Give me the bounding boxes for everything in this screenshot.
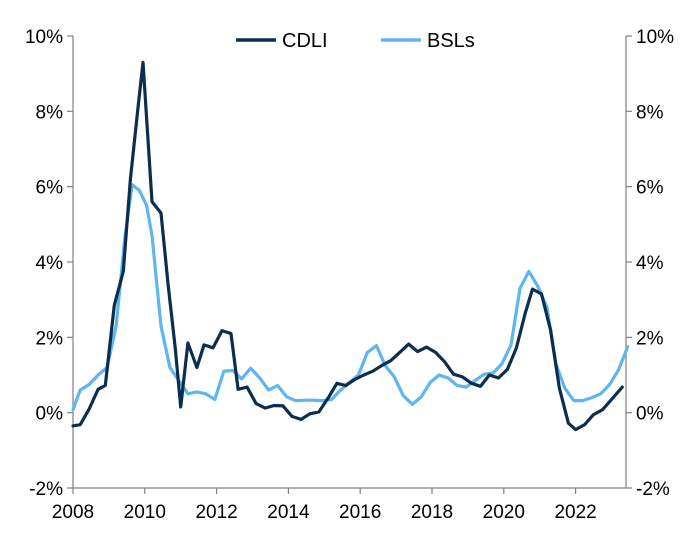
x-tick-label: 2008 (52, 502, 94, 523)
series-line-bsls (71, 183, 630, 412)
y-tick-label-left: 8% (36, 102, 64, 123)
legend-label-bsls: BSLs (427, 30, 475, 52)
x-tick-label: 2014 (267, 502, 310, 523)
series-line-cdli (71, 60, 624, 432)
y-tick-label-left: 0% (36, 404, 64, 425)
y-tick-label-left: -2% (29, 479, 63, 500)
y-tick-label-right: 2% (636, 328, 664, 349)
x-tick-label: 2022 (554, 502, 596, 523)
y-tick-label-right: 0% (636, 404, 664, 425)
x-tick-label: 2012 (195, 502, 237, 523)
y-tick-label-right: 8% (636, 102, 664, 123)
x-tick-label: 2016 (339, 502, 381, 523)
x-tick-label: 2020 (483, 502, 525, 523)
y-tick-label-right: 4% (636, 253, 664, 274)
x-tick-label: 2018 (411, 502, 453, 523)
y-tick-label-left: 10% (25, 27, 63, 48)
series-layer (71, 60, 630, 432)
y-tick-label-left: 6% (36, 178, 64, 199)
y-tick-label-right: -2% (636, 479, 670, 500)
legend-label-cdli: CDLI (282, 30, 328, 52)
x-tick-label: 2010 (124, 502, 166, 523)
axes-layer: -2% -2% 0% 0% 2% 2% 4% 4% 6% 6% 8% 8% 10% 10% 2008 2010… (25, 27, 674, 523)
y-tick-label-right: 10% (636, 27, 674, 48)
y-tick-label-right: 6% (636, 178, 664, 199)
legend: CDLI BSLs (236, 30, 475, 52)
y-tick-label-left: 2% (36, 328, 64, 349)
y-tick-label-left: 4% (36, 253, 64, 274)
